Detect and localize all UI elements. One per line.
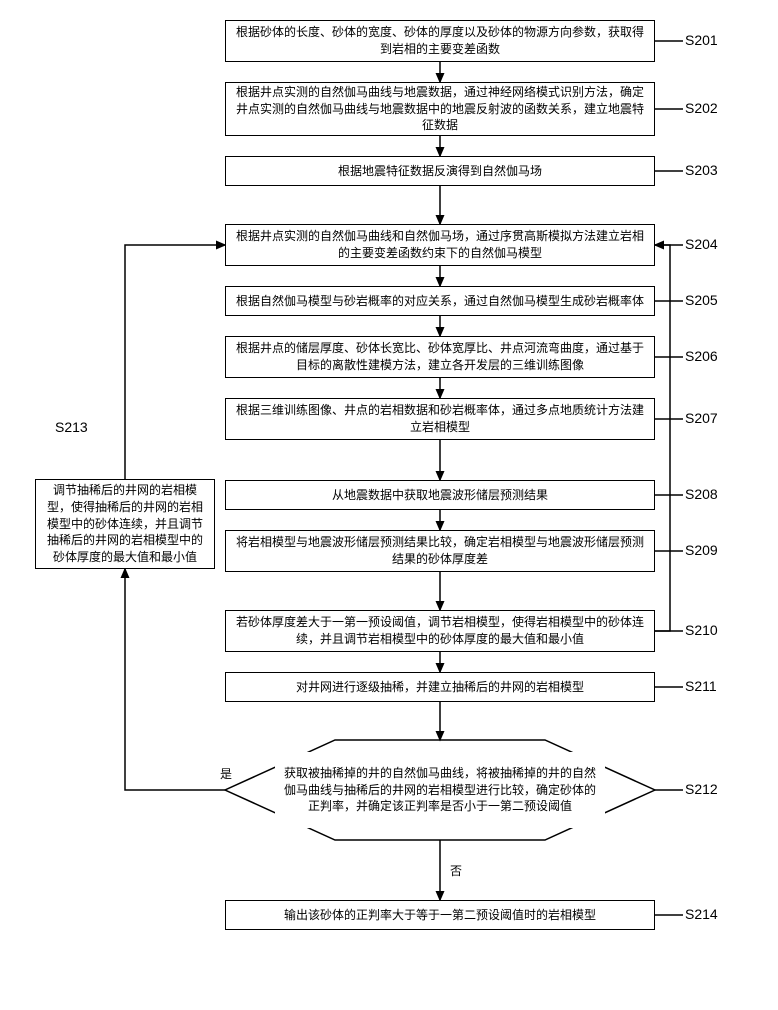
branch-no: 否 xyxy=(450,862,462,879)
step-s201: 根据砂体的长度、砂体的宽度、砂体的厚度以及砂体的物源方向参数，获取得到岩相的主要… xyxy=(225,20,655,62)
branch-yes: 是 xyxy=(220,765,232,782)
flowchart-container: 根据砂体的长度、砂体的宽度、砂体的厚度以及砂体的物源方向参数，获取得到岩相的主要… xyxy=(10,20,768,990)
step-s203: 根据地震特征数据反演得到自然伽马场 xyxy=(225,156,655,186)
label-s205: S205 xyxy=(685,292,718,308)
step-s212-text: 获取被抽稀掉的井的自然伽马曲线，将被抽稀掉的井的自然伽马曲线与抽稀后的井网的岩相… xyxy=(275,752,605,828)
label-s213: S213 xyxy=(55,419,88,435)
label-s212: S212 xyxy=(685,781,718,797)
label-s209: S209 xyxy=(685,542,718,558)
step-s202: 根据井点实测的自然伽马曲线与地震数据，通过神经网络模式识别方法，确定井点实测的自… xyxy=(225,82,655,136)
step-s210: 若砂体厚度差大于一第一预设阈值，调节岩相模型，使得岩相模型中的砂体连续，并且调节… xyxy=(225,610,655,652)
step-s208: 从地震数据中获取地震波形储层预测结果 xyxy=(225,480,655,510)
step-s205: 根据自然伽马模型与砂岩概率的对应关系，通过自然伽马模型生成砂岩概率体 xyxy=(225,286,655,316)
label-s201: S201 xyxy=(685,32,718,48)
label-s202: S202 xyxy=(685,100,718,116)
label-s214: S214 xyxy=(685,906,718,922)
step-s206: 根据井点的储层厚度、砂体长宽比、砂体宽厚比、井点河流弯曲度，通过基于目标的离散性… xyxy=(225,336,655,378)
label-s211: S211 xyxy=(685,678,717,694)
step-s207: 根据三维训练图像、井点的岩相数据和砂岩概率体，通过多点地质统计方法建立岩相模型 xyxy=(225,398,655,440)
step-s213: 调节抽稀后的井网的岩相模型，使得抽稀后的井网的岩相模型中的砂体连续，并且调节抽稀… xyxy=(35,479,215,569)
label-s207: S207 xyxy=(685,410,718,426)
step-s204: 根据井点实测的自然伽马曲线和自然伽马场，通过序贯高斯模拟方法建立岩相的主要变差函… xyxy=(225,224,655,266)
label-s210: S210 xyxy=(685,622,718,638)
label-s204: S204 xyxy=(685,236,718,252)
label-s208: S208 xyxy=(685,486,718,502)
step-s211: 对井网进行逐级抽稀，并建立抽稀后的井网的岩相模型 xyxy=(225,672,655,702)
label-s206: S206 xyxy=(685,348,718,364)
step-s209: 将岩相模型与地震波形储层预测结果比较，确定岩相模型与地震波形储层预测结果的砂体厚… xyxy=(225,530,655,572)
step-s214: 输出该砂体的正判率大于等于一第二预设阈值时的岩相模型 xyxy=(225,900,655,930)
label-s203: S203 xyxy=(685,162,718,178)
